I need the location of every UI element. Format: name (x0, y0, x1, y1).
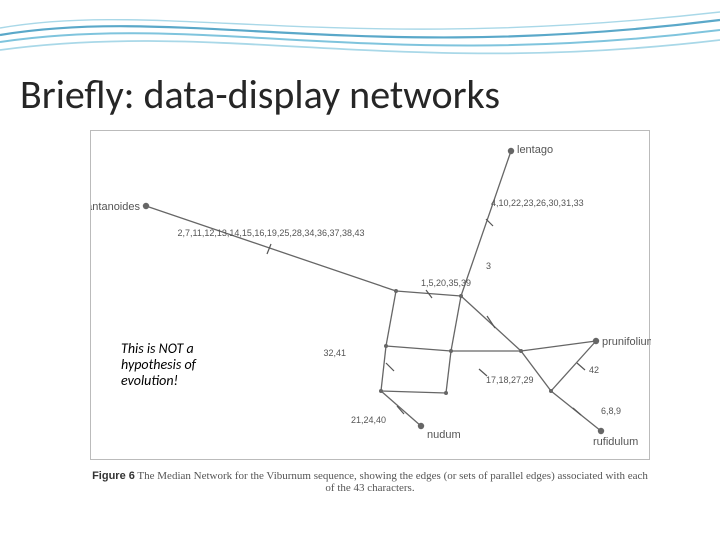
svg-text:lentago: lentago (517, 144, 553, 156)
svg-text:42: 42 (589, 365, 599, 375)
svg-text:1,5,20,35,39: 1,5,20,35,39 (421, 278, 471, 288)
svg-text:prunifolium: prunifolium (602, 336, 651, 348)
svg-text:4,10,22,23,26,30,31,33: 4,10,22,23,26,30,31,33 (491, 198, 584, 208)
network-figure: lantanoides lentago prunifolium nudum rufidu… (90, 130, 650, 460)
svg-text:32,41: 32,41 (323, 348, 346, 358)
slide-title: Briefly: data-display networks (20, 70, 500, 119)
svg-text:lantanoides: lantanoides (91, 201, 140, 213)
callout-note: This is NOT a hypothesis of evolution! (121, 341, 251, 389)
figure-caption-text: The Median Network for the Viburnum sequ… (135, 470, 648, 494)
svg-text:17,18,27,29: 17,18,27,29 (486, 375, 534, 385)
svg-text:21,24,40: 21,24,40 (351, 415, 386, 425)
svg-text:nudum: nudum (427, 429, 461, 441)
header-wave-decoration (0, 0, 720, 80)
svg-text:rufidulum: rufidulum (593, 436, 638, 448)
svg-text:6,8,9: 6,8,9 (601, 406, 621, 416)
svg-text:2,7,11,12,13,14,15,16,19,25,28: 2,7,11,12,13,14,15,16,19,25,28,34,36,37,… (177, 228, 364, 238)
figure-caption-label: Figure 6 (92, 470, 135, 482)
figure-caption: Figure 6 The Median Network for the Vibu… (90, 470, 650, 494)
svg-text:3: 3 (486, 261, 491, 271)
median-network-svg: lantanoides lentago prunifolium nudum rufidu… (91, 131, 651, 461)
